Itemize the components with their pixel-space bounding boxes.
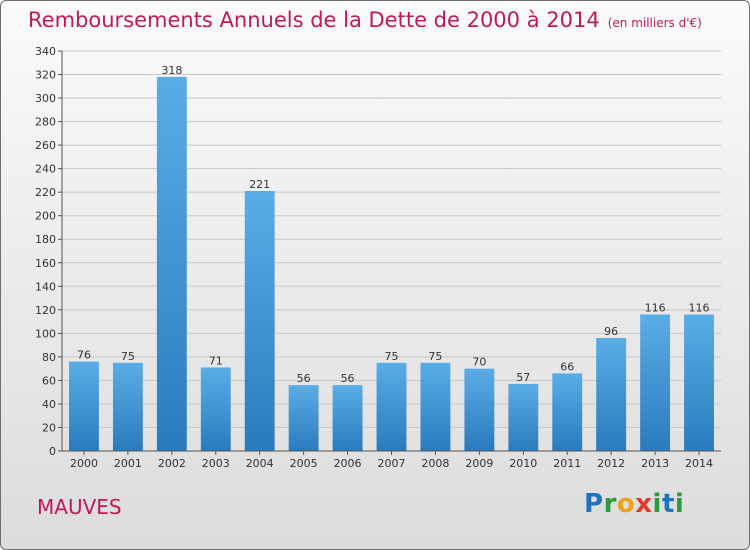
- data-label: 66: [560, 360, 574, 373]
- data-label: 96: [604, 325, 618, 338]
- bar: [552, 373, 583, 451]
- x-tick-label: 2009: [465, 457, 493, 470]
- location-name: MAUVES: [37, 495, 122, 519]
- data-label: 75: [121, 350, 135, 363]
- bar: [244, 191, 275, 451]
- logo-letter: t: [661, 489, 675, 519]
- data-label: 116: [689, 302, 710, 315]
- x-tick-label: 2013: [641, 457, 669, 470]
- y-tick-label: 240: [35, 163, 56, 176]
- data-label: 318: [161, 64, 182, 77]
- y-tick-label: 300: [35, 92, 56, 105]
- x-tick-label: 2007: [378, 457, 406, 470]
- x-tick-label: 2006: [334, 457, 362, 470]
- bar: [508, 383, 539, 451]
- y-tick-label: 100: [35, 327, 56, 340]
- logo-letter: r: [603, 489, 617, 519]
- title-text: Remboursements Annuels de la Dette de 20…: [28, 8, 600, 32]
- x-tick-label: 2000: [70, 457, 98, 470]
- data-label: 221: [249, 178, 270, 191]
- y-tick-label: 80: [42, 351, 56, 364]
- data-label: 75: [385, 350, 399, 363]
- y-tick-label: 160: [35, 257, 56, 270]
- x-tick-label: 2014: [685, 457, 713, 470]
- data-label: 71: [209, 354, 223, 367]
- y-tick-label: 40: [42, 398, 56, 411]
- data-label: 70: [472, 356, 486, 369]
- bar: [69, 361, 99, 451]
- x-tick-label: 2001: [114, 457, 142, 470]
- bar: [332, 385, 363, 451]
- bar: [596, 338, 627, 451]
- x-tick-label: 2002: [158, 457, 186, 470]
- chart-subtitle: (en milliers d'€): [607, 16, 702, 30]
- data-label: 56: [297, 372, 311, 385]
- bar: [640, 314, 671, 451]
- y-tick-label: 320: [35, 69, 56, 82]
- chart-title: Remboursements Annuels de la Dette de 20…: [28, 8, 702, 32]
- data-label: 116: [645, 302, 666, 315]
- y-tick-label: 120: [35, 304, 56, 317]
- x-tick-label: 2005: [290, 457, 318, 470]
- y-tick-label: 260: [35, 139, 56, 152]
- x-tick-label: 2011: [553, 457, 581, 470]
- y-tick-label: 180: [35, 233, 56, 246]
- y-tick-label: 280: [35, 116, 56, 129]
- logo-letter: i: [652, 489, 662, 519]
- bar: [112, 362, 143, 451]
- proxiti-logo: Proxiti: [584, 489, 684, 519]
- bar: [684, 314, 714, 451]
- x-tick-label: 2012: [597, 457, 625, 470]
- y-axis: 0 20 40 60 80 100 120 140 160 180 200 220 240 260 280 3…: [35, 45, 63, 458]
- x-tick-label: 2003: [202, 457, 230, 470]
- logo-letter: i: [674, 489, 685, 519]
- y-tick-label: 200: [35, 210, 56, 223]
- bar: [376, 362, 407, 451]
- logo-letter: P: [584, 489, 604, 519]
- bar: [464, 368, 495, 451]
- y-tick-label: 140: [35, 280, 56, 293]
- x-axis: 2000 2001 2002 2003 2004 2005 2006 2007 2008 2009…: [62, 450, 721, 470]
- y-tick-label: 0: [49, 445, 56, 458]
- y-tick-label: 20: [42, 421, 56, 434]
- data-label: 75: [428, 350, 442, 363]
- bars: 76 75 318 71 221 56 56 75 75 70 57 66 96 116 116: [69, 64, 714, 451]
- bar: [200, 367, 231, 451]
- bar: [156, 76, 187, 451]
- logo-letter: o: [616, 489, 636, 519]
- bar: [288, 385, 319, 451]
- x-tick-label: 2008: [421, 457, 449, 470]
- data-label: 56: [341, 372, 355, 385]
- data-label: 76: [77, 349, 91, 362]
- y-tick-label: 340: [35, 45, 56, 58]
- x-tick-label: 2010: [509, 457, 537, 470]
- y-tick-label: 60: [42, 374, 56, 387]
- logo-letter: x: [635, 489, 653, 519]
- x-tick-label: 2004: [246, 457, 274, 470]
- bar: [420, 362, 451, 451]
- data-label: 57: [516, 371, 530, 384]
- y-tick-label: 220: [35, 186, 56, 199]
